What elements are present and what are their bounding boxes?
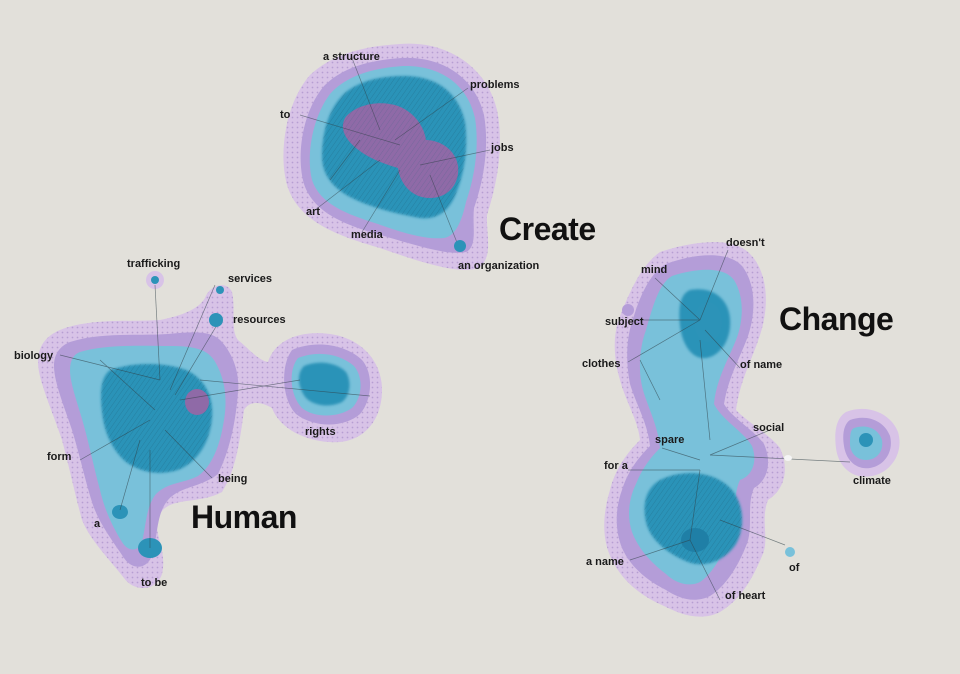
cluster-title-change: Change	[779, 301, 894, 337]
node-label: services	[228, 273, 273, 285]
node-label: clothes	[582, 358, 621, 370]
node-label: of heart	[725, 590, 766, 602]
cluster-create	[283, 43, 500, 270]
node-label: a	[94, 518, 101, 530]
node-label: to	[280, 109, 291, 121]
cluster-human-core	[185, 389, 209, 415]
node-label: being	[218, 473, 248, 485]
cluster-human	[38, 271, 382, 589]
node-label: to be	[141, 577, 168, 589]
node-label: subject	[605, 316, 644, 328]
node-label: social	[753, 422, 785, 434]
cluster-change	[604, 242, 900, 617]
node-label: doesn't	[726, 237, 765, 249]
node-label: problems	[470, 79, 520, 91]
node-label: spare	[655, 434, 685, 446]
node-label: a structure	[323, 51, 380, 63]
cluster-change-core	[681, 528, 709, 552]
node-label: trafficking	[127, 258, 181, 270]
cluster-title-human: Human	[191, 499, 297, 535]
node-label: for a	[604, 460, 628, 472]
node-label: an organization	[458, 260, 540, 272]
node-label: rights	[305, 426, 336, 438]
node-label: of name	[740, 359, 783, 371]
cluster-title-create: Create	[499, 211, 596, 247]
node-label: resources	[233, 314, 286, 326]
node-label: a name	[586, 556, 624, 568]
node-label: form	[47, 451, 72, 463]
node-label: of	[789, 562, 800, 574]
node-label: media	[351, 229, 383, 241]
node-label: mind	[641, 264, 668, 276]
node-label: art	[306, 206, 321, 218]
node-label: biology	[14, 350, 54, 362]
node-label: climate	[853, 475, 891, 487]
node-label: jobs	[491, 142, 514, 154]
